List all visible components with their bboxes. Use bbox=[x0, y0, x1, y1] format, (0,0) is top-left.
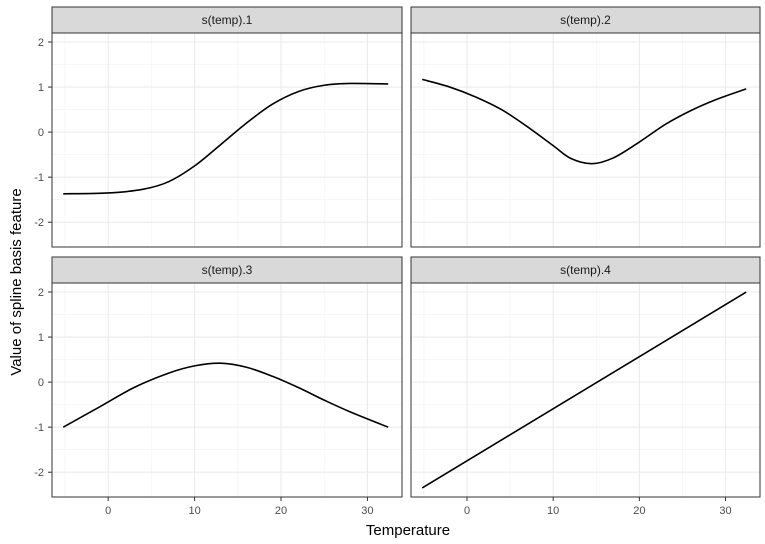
facet-strip-label: s(temp).2 bbox=[560, 13, 611, 27]
series-line bbox=[62, 362, 389, 428]
facet-strip bbox=[410, 6, 761, 34]
x-tick-label: 20 bbox=[633, 505, 645, 517]
x-tick-label: 10 bbox=[547, 505, 559, 517]
x-tick-label: 30 bbox=[361, 505, 373, 517]
facet-strip bbox=[410, 256, 761, 284]
y-tick-label: 0 bbox=[38, 127, 44, 139]
y-tick-label: 1 bbox=[38, 332, 44, 344]
x-axis-title: Temperature bbox=[366, 522, 450, 539]
facet-strip-label: s(temp).4 bbox=[560, 263, 611, 277]
y-tick-label: 2 bbox=[38, 37, 44, 49]
y-tick-label: -1 bbox=[34, 422, 44, 434]
facet-strip-label: s(temp).3 bbox=[202, 263, 253, 277]
y-tick-label: 1 bbox=[38, 82, 44, 94]
x-tick-label: 0 bbox=[105, 505, 111, 517]
facet-strip bbox=[51, 256, 403, 284]
series-line bbox=[421, 78, 747, 165]
x-tick-label: 20 bbox=[275, 505, 287, 517]
panel-border bbox=[410, 32, 761, 248]
panel-border bbox=[51, 32, 403, 248]
y-tick-label: -2 bbox=[34, 217, 44, 229]
series-line bbox=[63, 82, 389, 195]
x-tick-label: 0 bbox=[464, 505, 470, 517]
y-tick-label: -2 bbox=[34, 467, 44, 479]
y-axis-title: Value of spline basis feature bbox=[8, 188, 25, 375]
y-tick-label: 2 bbox=[38, 287, 44, 299]
y-tick-label: -1 bbox=[34, 172, 44, 184]
x-tick-label: 30 bbox=[719, 505, 731, 517]
series-line bbox=[421, 291, 747, 489]
facet-panel-2: s(temp).2 bbox=[410, 6, 761, 248]
facet-panel-1: s(temp).1 -2 -1 0 1 2 bbox=[34, 6, 403, 248]
panel-border bbox=[410, 282, 761, 498]
y-tick-label: 0 bbox=[38, 377, 44, 389]
facet-strip bbox=[51, 6, 403, 34]
facet-panel-4: s(temp).4 0 10 20 30 bbox=[410, 256, 761, 517]
panel-border bbox=[51, 282, 403, 498]
x-tick-label: 10 bbox=[188, 505, 200, 517]
facet-strip-label: s(temp).1 bbox=[202, 13, 253, 27]
